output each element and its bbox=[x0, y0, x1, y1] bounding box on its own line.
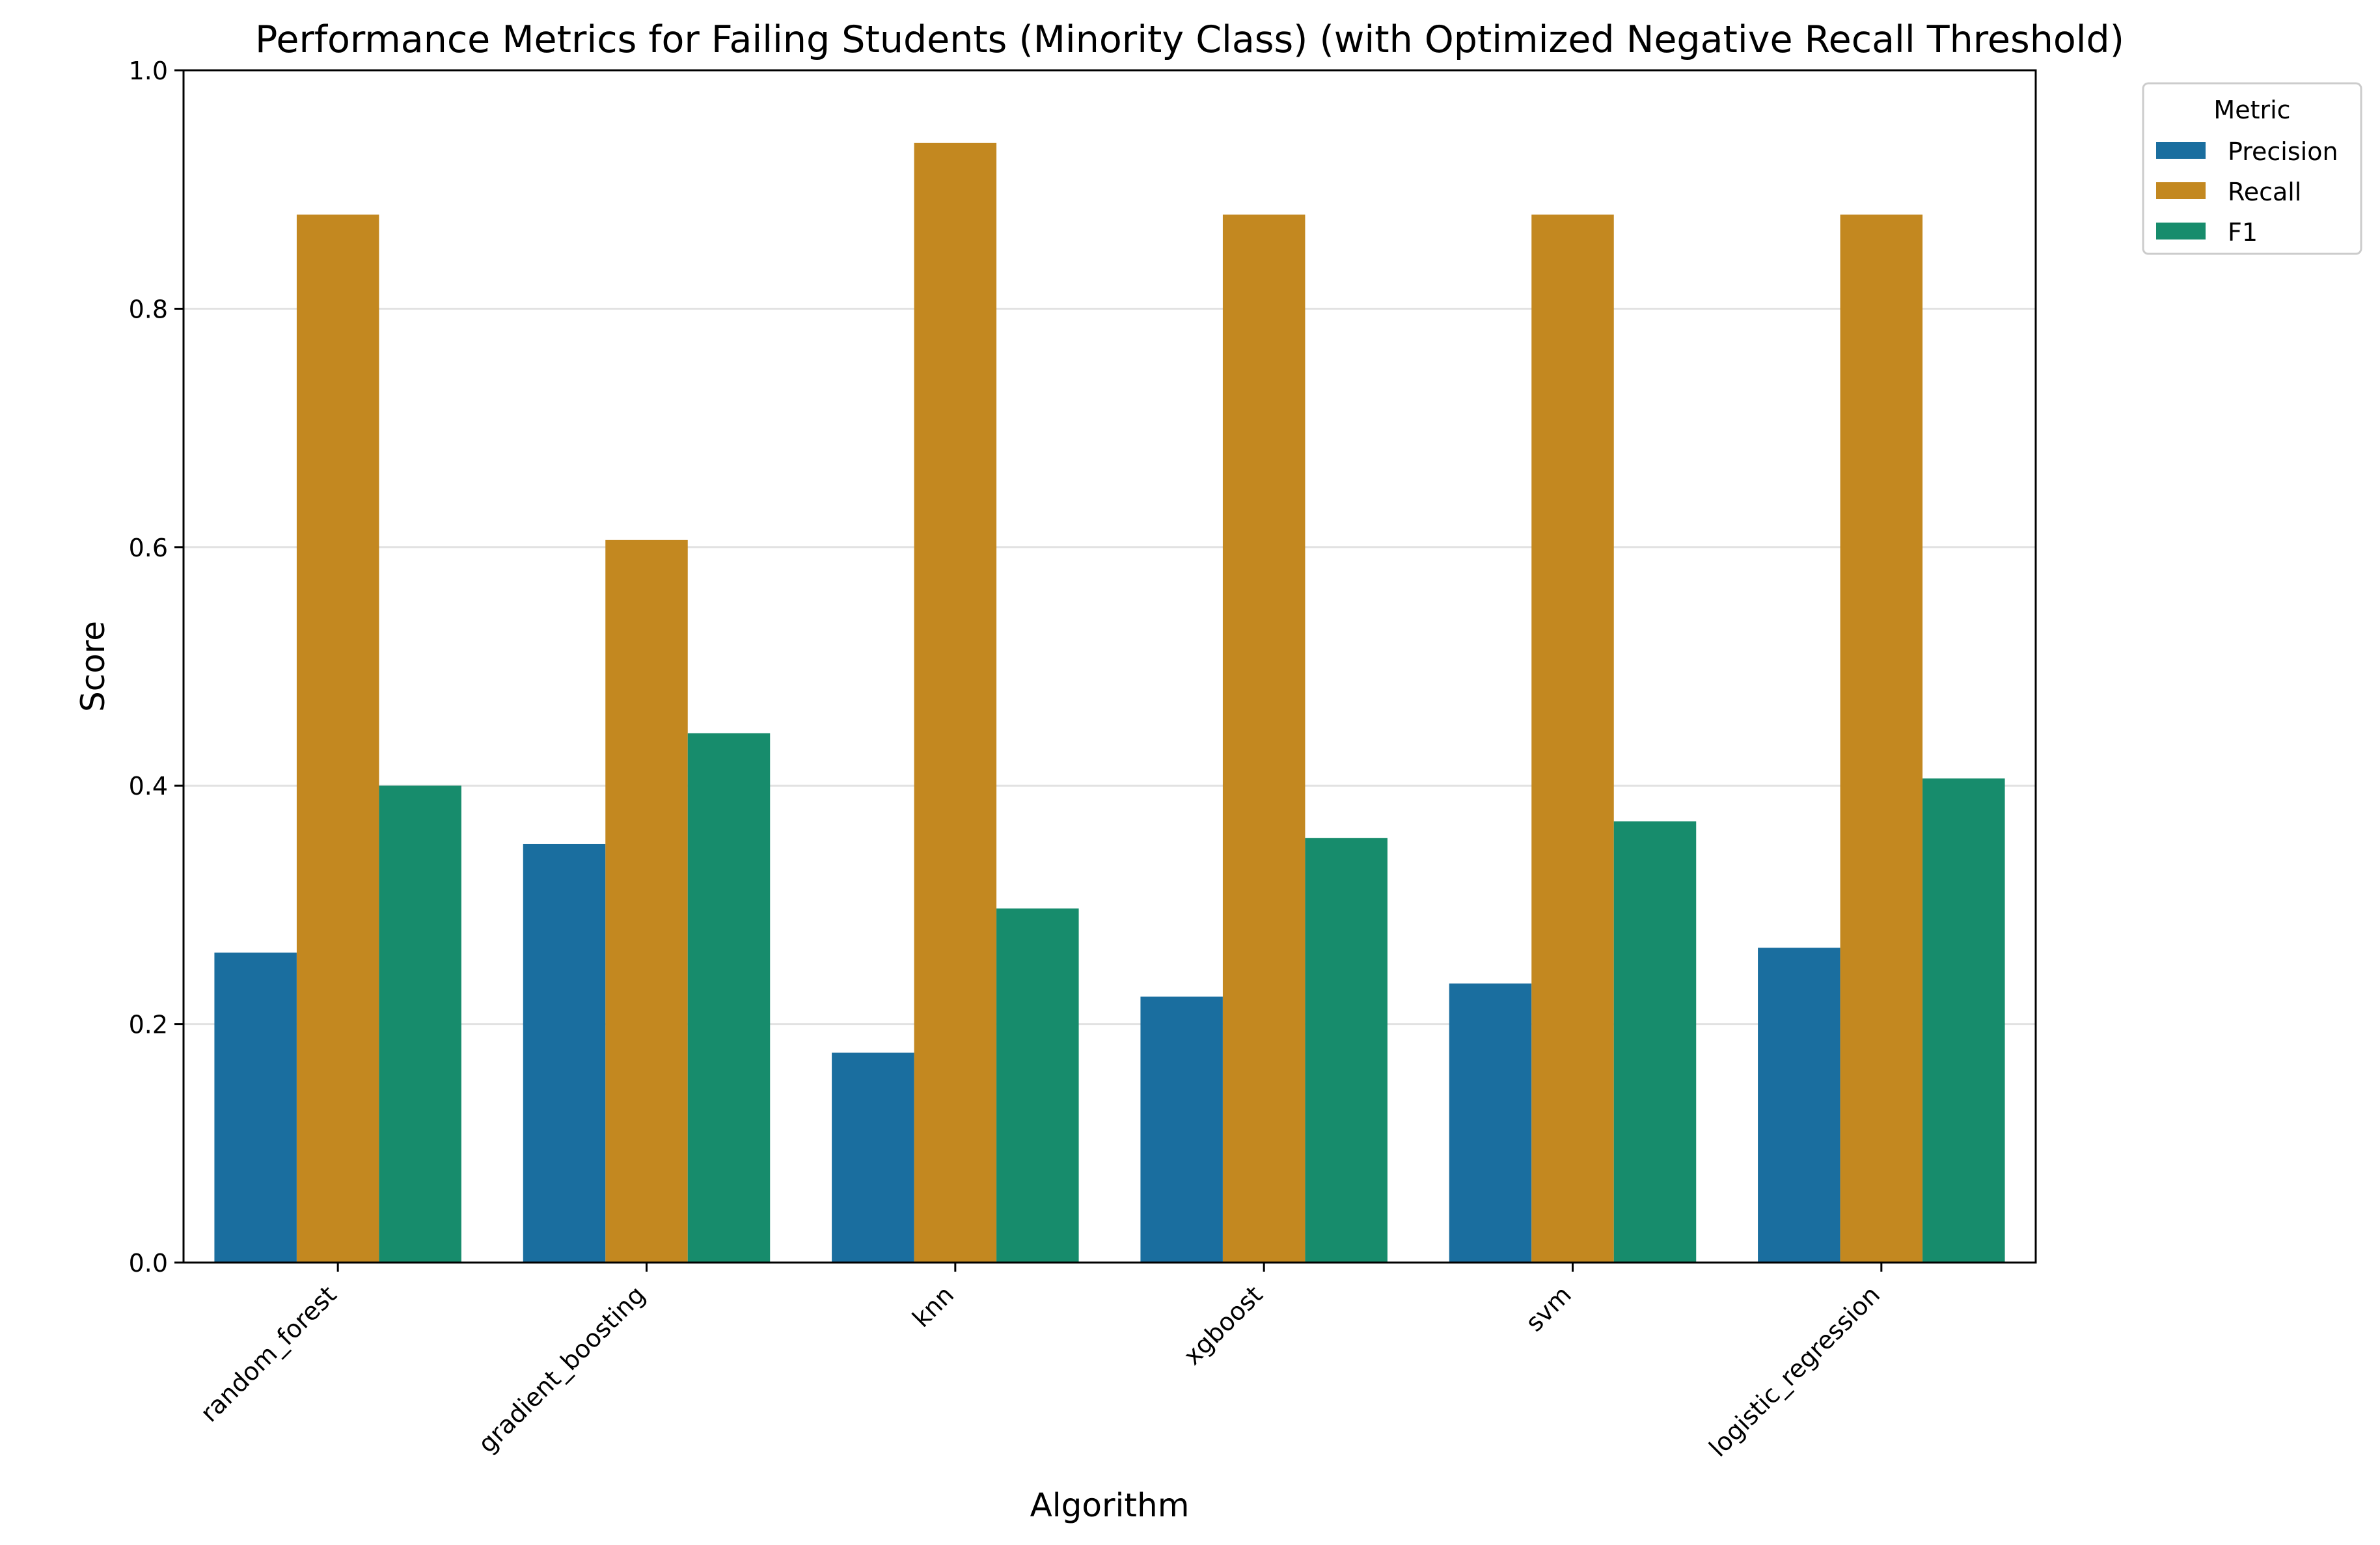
bar-f1-knn bbox=[996, 908, 1079, 1263]
x-tick-label: random_forest bbox=[195, 1280, 342, 1427]
legend-swatch-precision bbox=[2156, 142, 2206, 159]
x-axis: random_forest gradient_boosting knn xgboost… bbox=[195, 1263, 1885, 1462]
bar-recall-xgboost bbox=[1222, 214, 1306, 1263]
plot-frame bbox=[182, 69, 2037, 1264]
bar-f1-svm bbox=[1613, 821, 1697, 1263]
y-tick-label: 0.6 bbox=[129, 534, 168, 562]
x-tick-label: gradient_boosting bbox=[472, 1280, 651, 1458]
bar-recall-knn bbox=[914, 143, 997, 1263]
bar-recall-random_forest bbox=[296, 214, 379, 1263]
legend-swatch-recall bbox=[2156, 182, 2206, 199]
bars bbox=[214, 143, 2005, 1263]
y-tick-label: 1.0 bbox=[129, 57, 168, 85]
legend-label-f1: F1 bbox=[2228, 218, 2258, 247]
legend-title: Metric bbox=[2213, 96, 2290, 124]
y-axis: 0.0 0.2 0.4 0.6 0.8 1.0 bbox=[129, 57, 184, 1278]
bar-f1-logistic_regression bbox=[1922, 778, 2005, 1263]
chart-title: Performance Metrics for Failing Students… bbox=[255, 18, 2124, 61]
bar-recall-gradient_boosting bbox=[605, 540, 688, 1263]
bar-precision-svm bbox=[1449, 983, 1532, 1263]
grid-lines bbox=[184, 307, 2036, 1026]
y-tick-label: 0.0 bbox=[129, 1249, 168, 1278]
bar-precision-random_forest bbox=[214, 952, 297, 1263]
legend-swatch-f1 bbox=[2156, 223, 2206, 239]
y-tick-label: 0.2 bbox=[129, 1011, 168, 1039]
bar-recall-svm bbox=[1531, 214, 1614, 1263]
x-axis-label: Algorithm bbox=[1030, 1486, 1190, 1524]
bar-precision-knn bbox=[832, 1052, 914, 1263]
bar-f1-random_forest bbox=[379, 786, 461, 1263]
bar-recall-logistic_regression bbox=[1840, 214, 1923, 1263]
bar-precision-xgboost bbox=[1140, 996, 1223, 1263]
y-axis-label: Score bbox=[74, 621, 112, 712]
legend-box bbox=[2142, 82, 2362, 255]
legend: Metric Precision Recall F1 bbox=[2142, 82, 2362, 255]
y-tick-label: 0.8 bbox=[129, 295, 168, 323]
legend-label-recall: Recall bbox=[2228, 178, 2301, 206]
bar-f1-xgboost bbox=[1305, 838, 1388, 1263]
bar-precision-logistic_regression bbox=[1758, 948, 1840, 1263]
x-tick-label: logistic_regression bbox=[1703, 1280, 1885, 1462]
x-tick-label: xgboost bbox=[1178, 1280, 1268, 1371]
bar-f1-gradient_boosting bbox=[687, 733, 771, 1263]
bar-precision-gradient_boosting bbox=[523, 843, 606, 1263]
y-tick-label: 0.4 bbox=[129, 772, 168, 800]
x-tick-label: knn bbox=[907, 1280, 959, 1333]
x-tick-label: svm bbox=[1520, 1280, 1577, 1337]
legend-label-precision: Precision bbox=[2228, 137, 2338, 166]
